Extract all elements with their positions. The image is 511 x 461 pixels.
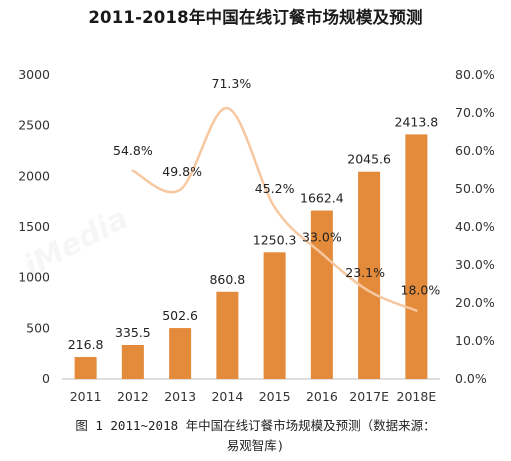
y-right-tick-label: 50.0% xyxy=(455,181,495,196)
y-right-tick-label: 10.0% xyxy=(455,333,495,348)
growth-line-path xyxy=(131,106,418,312)
x-tick-label: 2011 xyxy=(70,389,102,404)
growth-value-label: 49.8% xyxy=(162,164,202,179)
bars xyxy=(74,134,428,379)
y-right-tick-label: 0.0% xyxy=(455,371,487,386)
y-right-tick-label: 40.0% xyxy=(455,219,495,234)
bar-value-label: 1662.4 xyxy=(300,191,344,206)
y-left-tick-label: 0 xyxy=(42,371,50,386)
x-tick-label: 2014 xyxy=(211,389,243,404)
bar-value-label: 2413.8 xyxy=(395,114,439,129)
bar-value-label: 216.8 xyxy=(68,337,104,352)
x-tick-label: 2013 xyxy=(164,389,196,404)
bar xyxy=(121,345,144,379)
growth-line xyxy=(131,106,418,312)
bar-value-label: 335.5 xyxy=(115,325,151,340)
bar xyxy=(169,328,192,379)
value-labels: 216.8 335.5 502.6 860.8 1250.3 1662.4 2045.6 24… xyxy=(68,76,441,352)
y-right-tick-label: 20.0% xyxy=(455,295,495,310)
growth-value-label: 45.2% xyxy=(255,181,295,196)
bar xyxy=(310,210,333,379)
y-left-tick-label: 500 xyxy=(26,320,50,335)
y-right-tick-label: 80.0% xyxy=(455,67,495,82)
bar-value-label: 860.8 xyxy=(209,272,245,287)
caption-line-2: 易观智库) xyxy=(226,438,285,453)
y-right-tick-label: 30.0% xyxy=(455,257,495,272)
growth-value-label: 33.0% xyxy=(302,230,342,245)
growth-value-label: 54.8% xyxy=(113,143,153,158)
growth-value-label: 18.0% xyxy=(401,283,441,298)
chart-title: 2011-2018年中国在线订餐市场规模及预测 xyxy=(88,8,423,27)
y-left-tick-label: 1500 xyxy=(18,219,50,234)
axes: 0 500 1000 1500 2000 2500 3000 0.0% 10.0% 20.0% 30… xyxy=(18,67,495,404)
x-tick-label: 2015 xyxy=(259,389,291,404)
bar-value-label: 1250.3 xyxy=(253,232,297,247)
bar xyxy=(74,357,97,379)
x-tick-label: 2018E xyxy=(397,389,437,404)
bar xyxy=(216,291,239,379)
caption-line-1: 图 1 2011~2018 年中国在线订餐市场规模及预测（数据来源： xyxy=(75,418,436,433)
y-left-tick-label: 3000 xyxy=(18,67,50,82)
bar-value-label: 502.6 xyxy=(162,308,198,323)
chart: 0 500 1000 1500 2000 2500 3000 0.0% 10.0% 20.0% 30… xyxy=(18,67,495,404)
growth-value-label: 71.3% xyxy=(212,76,252,91)
growth-value-label: 23.1% xyxy=(345,265,385,280)
bar xyxy=(405,134,428,379)
y-left-tick-label: 2000 xyxy=(18,168,50,183)
x-tick-label: 2016 xyxy=(306,389,338,404)
x-tick-label: 2017E xyxy=(349,389,389,404)
bar-value-label: 2045.6 xyxy=(347,152,391,167)
x-tick-label: 2012 xyxy=(117,389,149,404)
y-right-tick-label: 70.0% xyxy=(455,105,495,120)
bar xyxy=(263,252,286,379)
bar xyxy=(358,171,381,379)
y-left-tick-label: 2500 xyxy=(18,118,50,133)
figure-caption: 图 1 2011~2018 年中国在线订餐市场规模及预测（数据来源： 易观智库) xyxy=(0,416,511,456)
y-left-tick-label: 1000 xyxy=(18,270,50,285)
y-right-tick-label: 60.0% xyxy=(455,143,495,158)
